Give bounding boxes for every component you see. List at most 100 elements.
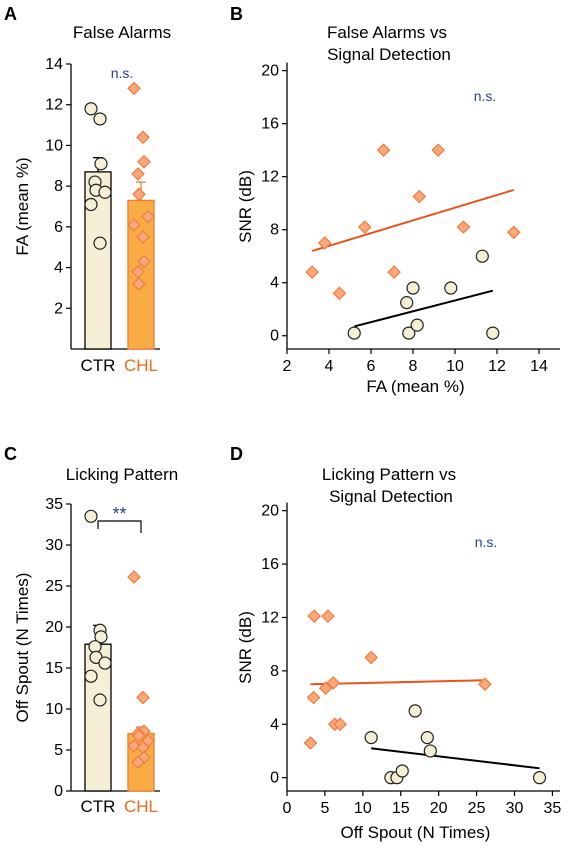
data-point-chl [326, 676, 341, 690]
data-point-chl [305, 265, 320, 279]
data-point-chl [387, 265, 401, 279]
data-point-chl [332, 286, 347, 301]
fit-line-ctr [353, 289, 494, 328]
data-point-ctr [93, 112, 107, 126]
data-point-ctr [395, 764, 409, 778]
data-point-chl [131, 167, 145, 181]
data-point-chl [141, 209, 155, 224]
y-tick-label: 16 [261, 556, 279, 573]
y-tick-label: 12 [261, 169, 279, 186]
category-label-ctr: CTR [81, 797, 116, 816]
x-tick-label: 5 [320, 800, 329, 817]
y-tick-label: 8 [270, 222, 279, 239]
data-point-ctr [93, 236, 107, 250]
data-point-ctr [84, 102, 98, 116]
y-tick-label: 0 [54, 783, 63, 800]
data-point-ctr [402, 326, 416, 340]
significance-label: n.s. [474, 88, 497, 104]
data-point-chl [137, 154, 151, 169]
y-tick-label: 0 [270, 770, 279, 787]
x-tick-label: 0 [283, 800, 292, 817]
data-point-chl [321, 609, 335, 623]
fit-line-ctr [371, 747, 540, 770]
x-tick-label: 35 [544, 800, 562, 817]
data-point-chl [127, 739, 141, 753]
data-point-ctr [420, 731, 434, 745]
y-axis-label: SNR (dB) [236, 170, 255, 243]
y-tick-label: 6 [54, 219, 63, 236]
data-point-ctr [347, 326, 361, 340]
panel-d: Licking Pattern vs Signal Detection 0 4 8 12 1… [236, 465, 561, 842]
x-tick-label: 6 [367, 358, 376, 375]
fit-line-chl [311, 188, 515, 252]
y-tick-label: 16 [261, 116, 279, 133]
data-point-ctr [408, 704, 422, 718]
data-point-ctr [84, 509, 98, 523]
data-point-ctr [400, 296, 414, 310]
panel-b: False Alarms vs Signal Detection 0 4 8 12 16 20… [236, 23, 560, 396]
y-tick-label: 12 [45, 97, 63, 114]
chart-title: Signal Detection [329, 487, 453, 506]
data-point-ctr [486, 326, 500, 340]
significance-label: n.s. [475, 534, 498, 550]
y-tick-label: 35 [45, 496, 63, 513]
x-tick-label: 20 [430, 800, 448, 817]
data-point-chl [131, 264, 145, 279]
y-tick-label: 8 [270, 663, 279, 680]
y-tick-label: 14 [45, 56, 63, 73]
significance-label: n.s. [111, 65, 134, 81]
data-point-ctr [410, 318, 424, 332]
data-point-ctr [93, 693, 107, 707]
data-point-chl [137, 254, 151, 269]
data-point-ctr [84, 197, 98, 212]
x-tick-label: 4 [325, 358, 334, 375]
data-point-chl [506, 225, 521, 240]
data-point-ctr [94, 157, 108, 171]
significance-label: ** [112, 504, 126, 524]
y-tick-label: 2 [54, 300, 63, 317]
data-point-ctr [364, 731, 378, 745]
data-point-chl [412, 189, 427, 204]
x-tick-label: 15 [392, 800, 410, 817]
x-tick-label: 30 [506, 800, 524, 817]
panel-letter-a: A [4, 4, 17, 24]
y-axis-label: FA (mean %) [13, 157, 32, 255]
panel-letter-b: B [230, 4, 243, 24]
data-point-chl [136, 690, 150, 705]
panel-c: Licking Pattern 0 5 10 15 20 25 30 35 Off Spout (… [13, 465, 178, 816]
y-axis-label: Off Spout (N Times) [13, 573, 32, 723]
x-tick-label: 12 [488, 358, 506, 375]
y-tick-label: 12 [261, 609, 279, 626]
data-point-chl [357, 220, 372, 234]
y-tick-label: 10 [45, 701, 63, 718]
x-tick-label: 8 [409, 358, 418, 375]
chart-title: Licking Pattern vs [322, 465, 456, 484]
category-label-ctr: CTR [81, 356, 116, 375]
data-point-chl [132, 187, 146, 202]
category-label-chl: CHL [124, 797, 158, 816]
data-point-chl [456, 220, 471, 234]
y-tick-label: 30 [45, 537, 63, 554]
data-point-chl [317, 236, 332, 250]
y-tick-label: 8 [54, 178, 63, 195]
chart-title: False Alarms vs [327, 23, 447, 42]
y-axis-label: SNR (dB) [236, 611, 255, 684]
data-point-ctr [406, 281, 420, 295]
data-point-chl [132, 277, 146, 291]
data-point-chl [478, 677, 492, 692]
data-point-chl [364, 650, 379, 665]
data-point-ctr [98, 185, 112, 199]
data-point-chl [127, 217, 141, 232]
data-point-chl [333, 717, 347, 732]
y-tick-label: 4 [54, 260, 63, 277]
panel-letter-d: D [230, 444, 243, 464]
data-point-ctr [444, 281, 458, 295]
x-tick-label: 14 [530, 358, 548, 375]
y-tick-label: 25 [45, 578, 63, 595]
x-tick-label: 25 [468, 800, 486, 817]
data-point-chl [306, 690, 321, 705]
data-point-chl [127, 81, 141, 96]
x-tick-label: 10 [446, 358, 464, 375]
chart-title: False Alarms [73, 23, 171, 42]
